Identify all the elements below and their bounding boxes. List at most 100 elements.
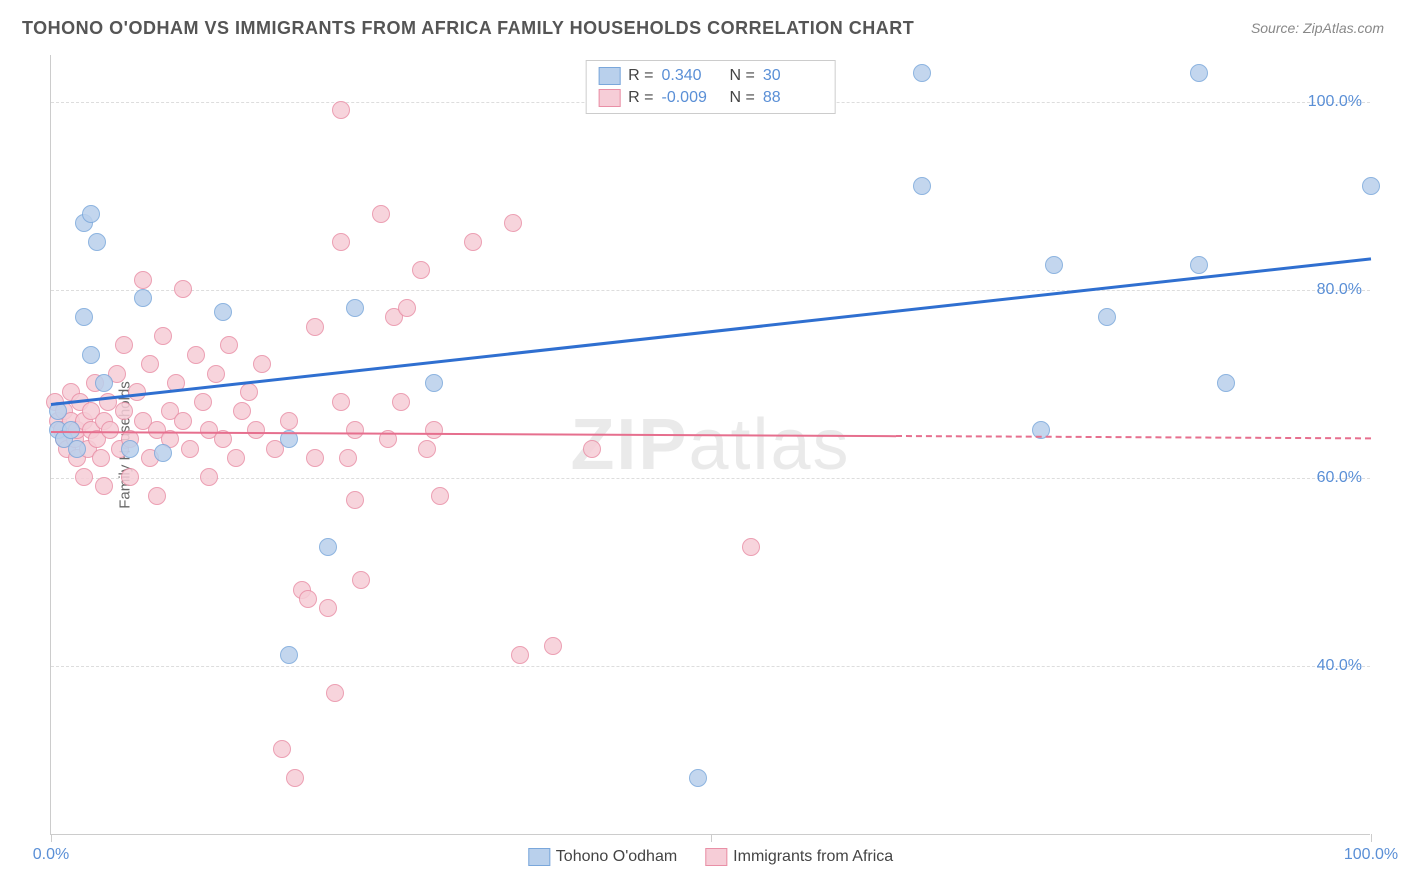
gridline [51,666,1370,667]
legend-swatch [598,89,620,107]
legend-swatch [705,848,727,866]
gridline [51,290,1370,291]
scatter-point [134,271,152,289]
y-tick-label: 40.0% [1317,657,1362,675]
scatter-point [174,280,192,298]
watermark: ZIPatlas [570,404,850,486]
n-label: N = [730,89,755,107]
y-tick-label: 60.0% [1317,469,1362,487]
scatter-point [273,740,291,758]
scatter-point [174,412,192,430]
scatter-point [253,355,271,373]
scatter-point [115,402,133,420]
trend-line-extrapolated [896,435,1371,439]
scatter-point [346,491,364,509]
scatter-point [207,365,225,383]
scatter-point [326,684,344,702]
gridline [51,478,1370,479]
scatter-point [1045,256,1063,274]
scatter-point [418,440,436,458]
scatter-point [141,355,159,373]
scatter-point [286,769,304,787]
scatter-point [148,487,166,505]
correlation-legend: R = 0.340 N = 30 R = -0.009 N = 88 [585,60,836,114]
legend-series-label: Tohono O'odham [556,848,677,865]
x-tick-label: 100.0% [1344,846,1398,864]
x-tick-label: 0.0% [33,846,69,864]
scatter-point [101,421,119,439]
legend-series-item: Tohono O'odham [528,848,677,866]
n-value: 88 [763,89,823,107]
scatter-point [121,440,139,458]
scatter-point [464,233,482,251]
scatter-point [95,374,113,392]
x-tick [1371,834,1372,842]
scatter-point [352,571,370,589]
scatter-point [319,538,337,556]
scatter-point [346,421,364,439]
scatter-point [214,303,232,321]
scatter-point [121,468,139,486]
scatter-point [75,308,93,326]
scatter-point [280,646,298,664]
scatter-point [240,383,258,401]
scatter-point [511,646,529,664]
scatter-point [346,299,364,317]
scatter-point [689,769,707,787]
scatter-point [299,590,317,608]
n-label: N = [730,67,755,85]
scatter-point [372,205,390,223]
scatter-point [332,101,350,119]
scatter-point [88,233,106,251]
scatter-point [95,477,113,495]
x-tick [711,834,712,842]
trend-line [51,257,1371,406]
chart-title: TOHONO O'ODHAM VS IMMIGRANTS FROM AFRICA… [22,18,914,39]
scatter-point [913,177,931,195]
scatter-point [392,393,410,411]
scatter-point [62,421,80,439]
legend-correlation-row: R = -0.009 N = 88 [598,87,823,109]
scatter-point [181,440,199,458]
scatter-point [187,346,205,364]
legend-swatch [598,67,620,85]
scatter-point [332,233,350,251]
scatter-point [1217,374,1235,392]
scatter-point [425,421,443,439]
scatter-point [1190,256,1208,274]
legend-series-label: Immigrants from Africa [733,848,893,865]
scatter-point [82,205,100,223]
scatter-point [1190,64,1208,82]
scatter-point [742,538,760,556]
n-value: 30 [763,67,823,85]
r-label: R = [628,67,653,85]
scatter-point [431,487,449,505]
scatter-point [306,449,324,467]
scatter-point [220,336,238,354]
watermark-rest: atlas [688,405,850,485]
scatter-point [82,346,100,364]
scatter-point [1362,177,1380,195]
scatter-point [115,336,133,354]
r-value: 0.340 [662,67,722,85]
r-value: -0.009 [662,89,722,107]
legend-swatch [528,848,550,866]
scatter-point [398,299,416,317]
scatter-point [247,421,265,439]
scatter-point [913,64,931,82]
x-tick [51,834,52,842]
scatter-point [280,412,298,430]
scatter-point [412,261,430,279]
scatter-point [68,440,86,458]
plot-area: Family Households ZIPatlas 40.0%60.0%80.… [50,55,1370,835]
scatter-point [75,468,93,486]
scatter-point [306,318,324,336]
scatter-point [227,449,245,467]
r-label: R = [628,89,653,107]
scatter-point [425,374,443,392]
scatter-point [200,468,218,486]
scatter-point [339,449,357,467]
series-legend: Tohono O'odham Immigrants from Africa [528,848,893,866]
y-tick-label: 100.0% [1308,93,1362,111]
legend-correlation-row: R = 0.340 N = 30 [598,65,823,87]
